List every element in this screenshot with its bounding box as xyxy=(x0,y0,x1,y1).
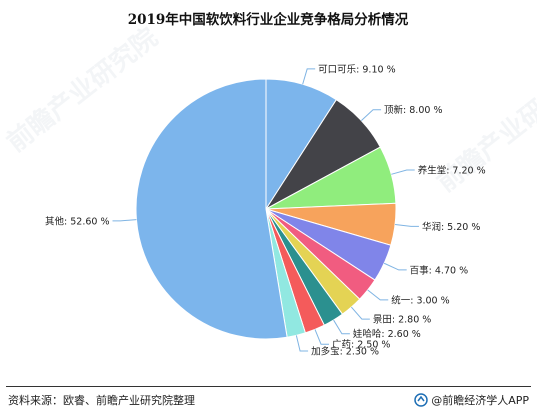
slice-label-9: 广药: 2.50 % xyxy=(332,339,390,351)
brand-text: @前瞻经济学人APP xyxy=(431,394,529,407)
pie-labels: 可口可乐: 9.10 % 顶新: 8.00 % 养生堂: 7.20 % 华润: 5.2… xyxy=(45,63,486,357)
slice-label-8: 娃哈哈: 2.60 % xyxy=(353,328,421,340)
slice-label-1: 可口可乐: 9.10 % xyxy=(318,63,395,75)
brand-logo-icon xyxy=(414,393,428,407)
leader-line-2 xyxy=(360,109,382,121)
leader-line-4 xyxy=(395,223,419,227)
leader-line-10 xyxy=(295,335,309,352)
leader-line-5 xyxy=(383,262,407,271)
leader-line-6 xyxy=(367,289,389,301)
leader-line-9 xyxy=(314,329,330,345)
slice-label-11: 其他: 52.60 % xyxy=(45,215,109,227)
chart-title: 2019年中国软饮料行业企业竞争格局分析情况 xyxy=(128,11,409,28)
slice-label-7: 景田: 2.80 % xyxy=(373,315,431,326)
slice-label-4: 华润: 5.20 % xyxy=(422,221,480,233)
leader-line-11 xyxy=(112,219,137,222)
slice-label-3: 养生堂: 7.20 % xyxy=(418,165,486,177)
leader-line-3 xyxy=(391,169,415,175)
brand-credit: @前瞻经济学人APP xyxy=(414,392,529,408)
slice-label-5: 百事: 4.70 % xyxy=(410,264,468,276)
pie-slices xyxy=(135,78,397,340)
source-note: 资料来源：欧睿、前瞻产业研究院整理 xyxy=(8,394,195,407)
leader-line-8 xyxy=(333,319,350,335)
slice-label-6: 统一: 3.00 % xyxy=(391,294,449,306)
leader-line-1 xyxy=(302,68,316,85)
pie-chart: 2019年中国软饮料行业企业竞争格局分析情况 可口可乐: 9.10 % 顶新: 8… xyxy=(45,11,486,357)
slice-label-10: 加多宝: 2.30 % xyxy=(311,345,379,357)
pie-slice-11 xyxy=(135,78,288,340)
slice-label-2: 顶新: 8.00 % xyxy=(384,104,442,116)
leader-line-7 xyxy=(350,306,370,320)
footer-divider xyxy=(6,386,531,387)
